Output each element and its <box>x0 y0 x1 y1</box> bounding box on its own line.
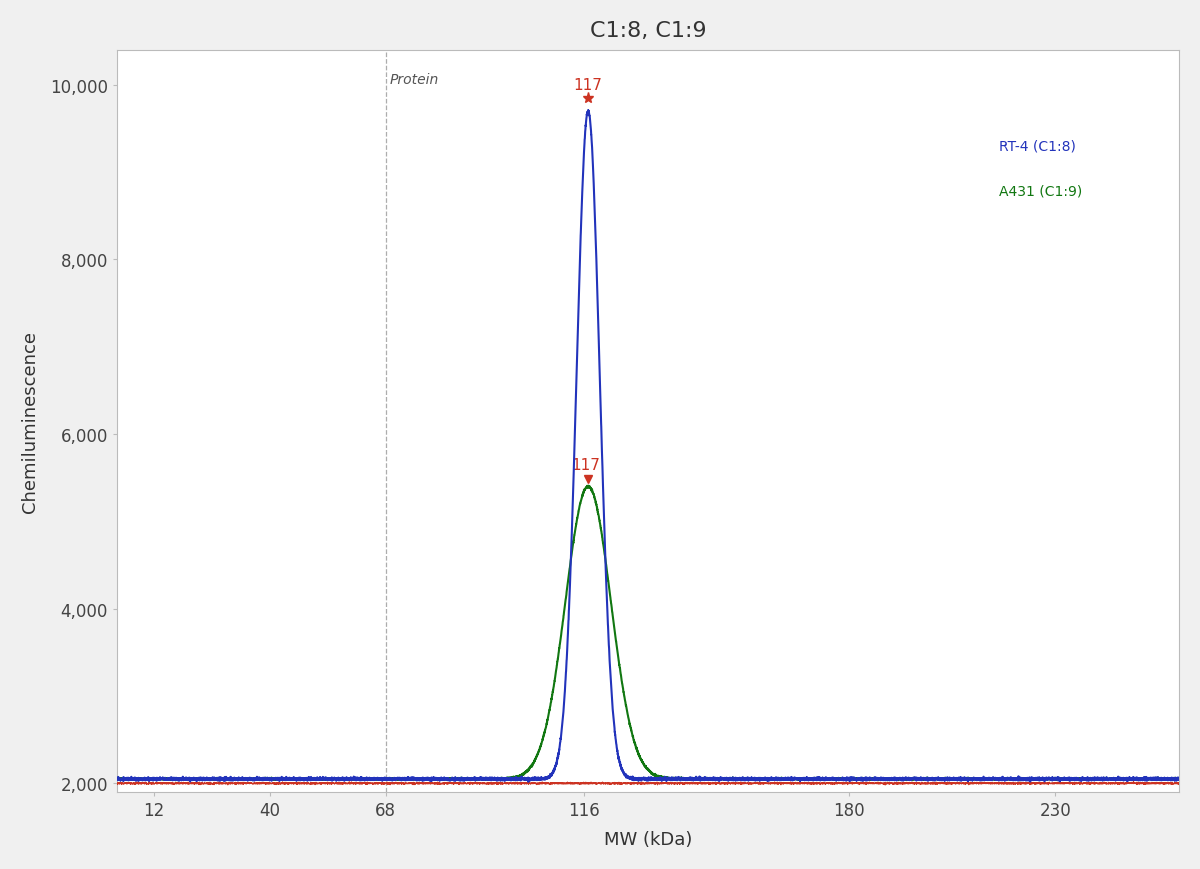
Text: 117: 117 <box>574 77 602 92</box>
Text: A431 (C1:9): A431 (C1:9) <box>998 184 1082 198</box>
Title: C1:8, C1:9: C1:8, C1:9 <box>589 21 707 41</box>
Y-axis label: Chemiluminescence: Chemiluminescence <box>20 330 38 513</box>
Text: Protein: Protein <box>390 73 439 87</box>
X-axis label: MW (kDa): MW (kDa) <box>604 830 692 848</box>
Text: 117: 117 <box>571 458 600 473</box>
Text: RT-4 (C1:8): RT-4 (C1:8) <box>998 140 1075 154</box>
